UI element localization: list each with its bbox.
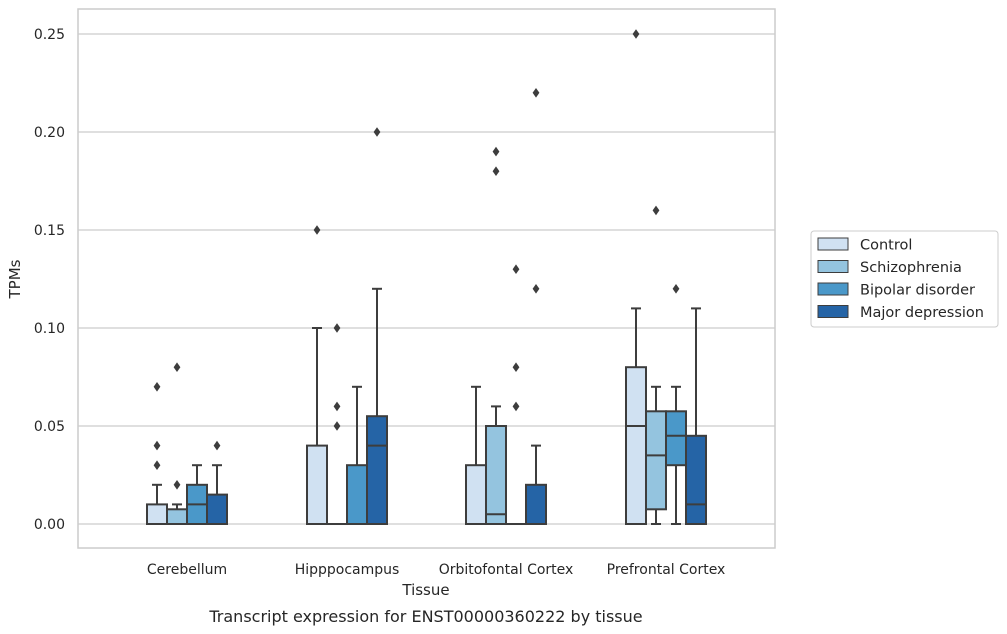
outlier-point: [512, 362, 520, 372]
outlier-point: [532, 88, 540, 98]
box-iqr: [625, 366, 647, 526]
legend-label: Bipolar disorder: [860, 283, 975, 299]
x-tick-label: Orbitofontal Cortex: [439, 562, 574, 578]
plot-frame: [77, 8, 776, 549]
legend-label: Major depression: [860, 305, 984, 321]
legend-label: Schizophrenia: [860, 260, 962, 276]
outlier-point: [313, 225, 321, 235]
outlier-point: [652, 205, 660, 216]
outlier-point: [672, 284, 680, 294]
outlier-point: [173, 362, 181, 372]
box-schizophrenia: [485, 146, 507, 525]
outlier-point: [333, 323, 341, 333]
outlier-point: [213, 440, 221, 451]
box-iqr: [146, 503, 168, 525]
legend-label: Control: [860, 238, 912, 254]
outlier-point: [632, 29, 640, 39]
legend-frame: [810, 230, 999, 328]
y-tick-label: 0.25: [34, 27, 65, 43]
y-tick-label: 0.05: [34, 419, 65, 435]
y-tick-label: 0.20: [34, 125, 65, 141]
box-layer: [146, 29, 707, 526]
box-control: [465, 385, 487, 526]
x-axis-ticks: Cerebellum Hipppocampus Orbitofontal Corte…: [147, 562, 725, 578]
outlier-point: [492, 146, 500, 157]
box-major-depression: [685, 307, 707, 525]
outlier-point: [512, 401, 520, 412]
outlier-point: [173, 480, 181, 490]
outlier-point: [153, 440, 161, 451]
y-axis-title: TPMs: [6, 259, 24, 299]
box-control: [306, 225, 328, 526]
x-tick-label: Hipppocampus: [295, 562, 400, 578]
legend-swatch: [817, 305, 849, 318]
box-bipolar-disorder: [665, 284, 687, 525]
box-schizophrenia: [645, 205, 667, 525]
box-iqr: [525, 483, 547, 525]
y-tick-label: 0.15: [34, 223, 65, 239]
x-tick-label: Prefrontal Cortex: [607, 562, 726, 578]
outlier-point: [153, 382, 161, 392]
box-iqr: [645, 410, 667, 511]
box-iqr: [465, 464, 487, 526]
box-iqr: [306, 444, 328, 526]
box-iqr: [665, 410, 687, 467]
chart-caption: Transcript expression for ENST0000036022…: [208, 607, 642, 626]
box-major-depression: [366, 127, 388, 526]
legend-swatch: [817, 282, 849, 296]
legend: Control Schizophrenia Bipolar disorder Majo…: [810, 230, 999, 328]
box-iqr: [206, 493, 228, 526]
box-iqr: [166, 508, 188, 525]
y-tick-label: 0.00: [34, 517, 65, 533]
x-tick-label: Cerebellum: [147, 562, 227, 578]
box-iqr: [366, 415, 388, 526]
outlier-point: [373, 127, 381, 137]
outlier-point: [333, 421, 341, 431]
box-iqr: [485, 425, 507, 525]
box-schizophrenia: [166, 362, 188, 525]
outlier-point: [333, 401, 341, 412]
box-iqr: [685, 434, 707, 525]
box-major-depression: [525, 88, 547, 525]
legend-swatch: [817, 260, 849, 273]
outlier-point: [532, 284, 540, 294]
y-axis-ticks: 0.00 0.05 0.10 0.15 0.20 0.25: [34, 27, 65, 533]
box-major-depression: [206, 440, 228, 526]
legend-swatch: [817, 237, 849, 251]
x-axis-title: Tissue: [401, 581, 449, 599]
box-iqr: [346, 464, 368, 526]
outlier-point: [512, 264, 520, 274]
y-tick-label: 0.10: [34, 321, 65, 337]
outlier-point: [492, 166, 500, 176]
outlier-point: [153, 460, 161, 470]
